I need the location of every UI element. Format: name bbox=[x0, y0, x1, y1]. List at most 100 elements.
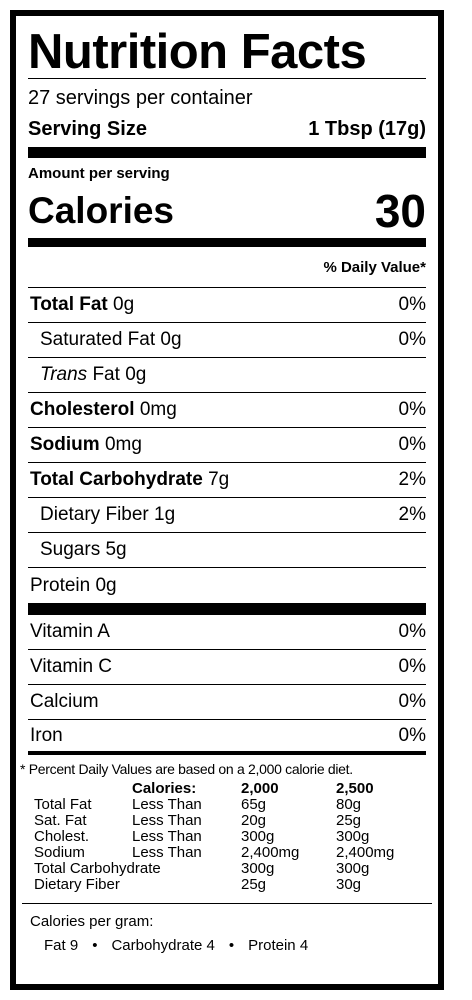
dv-table-row: Total Carbohydrate 300g 300g bbox=[34, 861, 426, 877]
dv-table-cell: Less Than bbox=[132, 796, 202, 813]
vitamin-row: Vitamin C 0% bbox=[28, 650, 426, 685]
dv-table: Calories: 2,000 2,500 Total Fat Less Than 65g… bbox=[34, 781, 426, 893]
vitamin-label: Vitamin A bbox=[30, 621, 110, 642]
nutrient-name: Sugars 5g bbox=[40, 539, 127, 561]
cpg-item: Protein 4 bbox=[248, 937, 309, 954]
vitamin-dv: 0% bbox=[398, 656, 426, 677]
nutrient-row: Saturated Fat 0g 0% bbox=[28, 323, 426, 358]
dv-table-head: 2,000 bbox=[241, 780, 279, 797]
dv-table-spacer bbox=[34, 781, 132, 797]
nutrient-amount: 0g bbox=[95, 574, 117, 596]
nutrient-label: Total Fat bbox=[30, 294, 108, 315]
nutrient-name: Saturated Fat 0g bbox=[40, 329, 182, 351]
servings: 27 servings per container bbox=[28, 87, 253, 109]
vitamin-label: Calcium bbox=[30, 691, 99, 712]
divider-bar bbox=[28, 238, 426, 247]
vitamin-dv: 0% bbox=[398, 621, 426, 642]
dv-table-cell: 65g bbox=[241, 796, 267, 813]
dv-header-row: % Daily Value* bbox=[28, 247, 426, 288]
bullet: • bbox=[92, 937, 98, 954]
dv-table-row: Cholest. Less Than 300g 300g bbox=[34, 829, 426, 845]
divider-bar bbox=[28, 603, 426, 615]
nutrient-row: Trans Fat 0g bbox=[28, 358, 426, 393]
nutrient-amount: 1g bbox=[154, 504, 176, 525]
nutrient-name: Protein 0g bbox=[30, 575, 117, 597]
dv-table-cell: 300g bbox=[336, 828, 370, 845]
nutrient-label: Total Carbohydrate bbox=[30, 469, 203, 490]
calories-row: Calories 30 bbox=[28, 184, 426, 238]
cpg-item: Carbohydrate 4 bbox=[111, 937, 215, 954]
nutrient-label: Fat bbox=[92, 364, 120, 385]
serving-size-value: 1 Tbsp (17g) bbox=[308, 117, 426, 140]
dv-table-cell: Less Than bbox=[132, 812, 202, 829]
cpg-item: Fat 9 bbox=[44, 937, 79, 954]
nutrient-amount: 7g bbox=[208, 469, 230, 490]
dv-table-cell: 25g bbox=[241, 876, 267, 893]
dv-table-cell: 2,400mg bbox=[336, 844, 395, 861]
dv-table-cell: Total Carbohydrate bbox=[34, 860, 161, 877]
amount-per-serving: Amount per serving bbox=[28, 165, 170, 182]
nutrient-label-italic: Trans bbox=[40, 364, 88, 385]
nutrient-label: Dietary Fiber bbox=[40, 504, 149, 525]
cpg-items: Fat 9 • Carbohydrate 4 • Protein 4 bbox=[30, 934, 424, 958]
nutrient-row: Total Carbohydrate 7g 2% bbox=[28, 463, 426, 498]
calories-per-gram: Calories per gram: Fat 9 • Carbohydrate 4 • P… bbox=[22, 903, 432, 958]
cpg-label: Calories per gram: bbox=[30, 913, 154, 930]
vitamin-label: Vitamin C bbox=[30, 656, 113, 677]
vitamin-label: Iron bbox=[30, 724, 63, 746]
dv-table-row: Total Fat Less Than 65g 80g bbox=[34, 797, 426, 813]
nutrient-dv: 2% bbox=[398, 504, 426, 525]
nutrient-amount: 5g bbox=[105, 539, 127, 560]
nutrient-row: Dietary Fiber 1g 2% bbox=[28, 498, 426, 533]
dv-table-cell: Sodium bbox=[34, 844, 85, 861]
calories-value: 30 bbox=[374, 185, 426, 237]
dv-table-cell: 80g bbox=[336, 796, 362, 813]
vitamin-dv: 0% bbox=[398, 724, 426, 746]
nutrient-dv: 0% bbox=[398, 434, 426, 455]
dv-table-cell: 300g bbox=[241, 828, 275, 845]
dv-table-head: Calories: bbox=[132, 780, 197, 797]
vitamin-row: Iron 0% bbox=[28, 720, 426, 755]
dv-table-cell: Total Fat bbox=[34, 796, 92, 813]
serving-size-row: Serving Size 1 Tbsp (17g) bbox=[28, 111, 426, 147]
dv-table-cell: 300g bbox=[336, 860, 370, 877]
dv-table-cell: Cholest. bbox=[34, 828, 90, 845]
dv-table-cell: 20g bbox=[241, 812, 267, 829]
nutrient-amount: 0g bbox=[113, 294, 135, 315]
dv-table-row: Sodium Less Than 2,400mg 2,400mg bbox=[34, 845, 426, 861]
dv-table-head: 2,500 bbox=[336, 780, 374, 797]
nutrient-name: Total Fat 0g bbox=[30, 294, 134, 316]
nutrient-label: Sodium bbox=[30, 434, 100, 455]
bullet: • bbox=[228, 937, 235, 954]
nutrient-amount: 0g bbox=[125, 364, 147, 385]
dv-table-cell: 2,400mg bbox=[241, 844, 300, 861]
nutrient-amount: 0g bbox=[160, 329, 182, 350]
nutrient-label: Protein bbox=[30, 574, 91, 596]
dv-table-header: Calories: 2,000 2,500 bbox=[34, 781, 426, 797]
serving-size-label: Serving Size bbox=[28, 117, 147, 140]
nutrient-dv: 2% bbox=[398, 469, 426, 490]
nutrient-label: Cholesterol bbox=[30, 399, 135, 420]
nutrient-name: Cholesterol 0mg bbox=[30, 399, 177, 421]
dv-table-cell: 25g bbox=[336, 812, 362, 829]
vitamin-row: Vitamin A 0% bbox=[28, 615, 426, 650]
nutrition-label: Nutrition Facts 27 servings per container… bbox=[10, 10, 444, 990]
vitamin-row: Calcium 0% bbox=[28, 685, 426, 720]
dv-table-cell: Less Than bbox=[132, 828, 202, 845]
nutrient-name: Total Carbohydrate 7g bbox=[30, 469, 229, 491]
nutrient-name: Sodium 0mg bbox=[30, 434, 142, 456]
calories-label: Calories bbox=[28, 190, 175, 231]
divider-bar bbox=[28, 147, 426, 158]
nutrient-amount: 0mg bbox=[104, 434, 142, 455]
dv-header: % Daily Value* bbox=[323, 258, 426, 276]
title: Nutrition Facts bbox=[28, 16, 426, 79]
dv-table-cell: 30g bbox=[336, 876, 362, 893]
nutrient-dv: 0% bbox=[398, 399, 426, 420]
nutrient-row: Sugars 5g bbox=[28, 533, 426, 568]
nutrient-row: Total Fat 0g 0% bbox=[28, 288, 426, 323]
nutrient-dv: 0% bbox=[398, 294, 426, 315]
dv-table-cell: Sat. Fat bbox=[34, 812, 87, 829]
dv-table-row: Dietary Fiber 25g 30g bbox=[34, 877, 426, 893]
nutrient-label: Sugars bbox=[40, 539, 101, 560]
nutrient-label: Saturated Fat bbox=[40, 329, 156, 350]
